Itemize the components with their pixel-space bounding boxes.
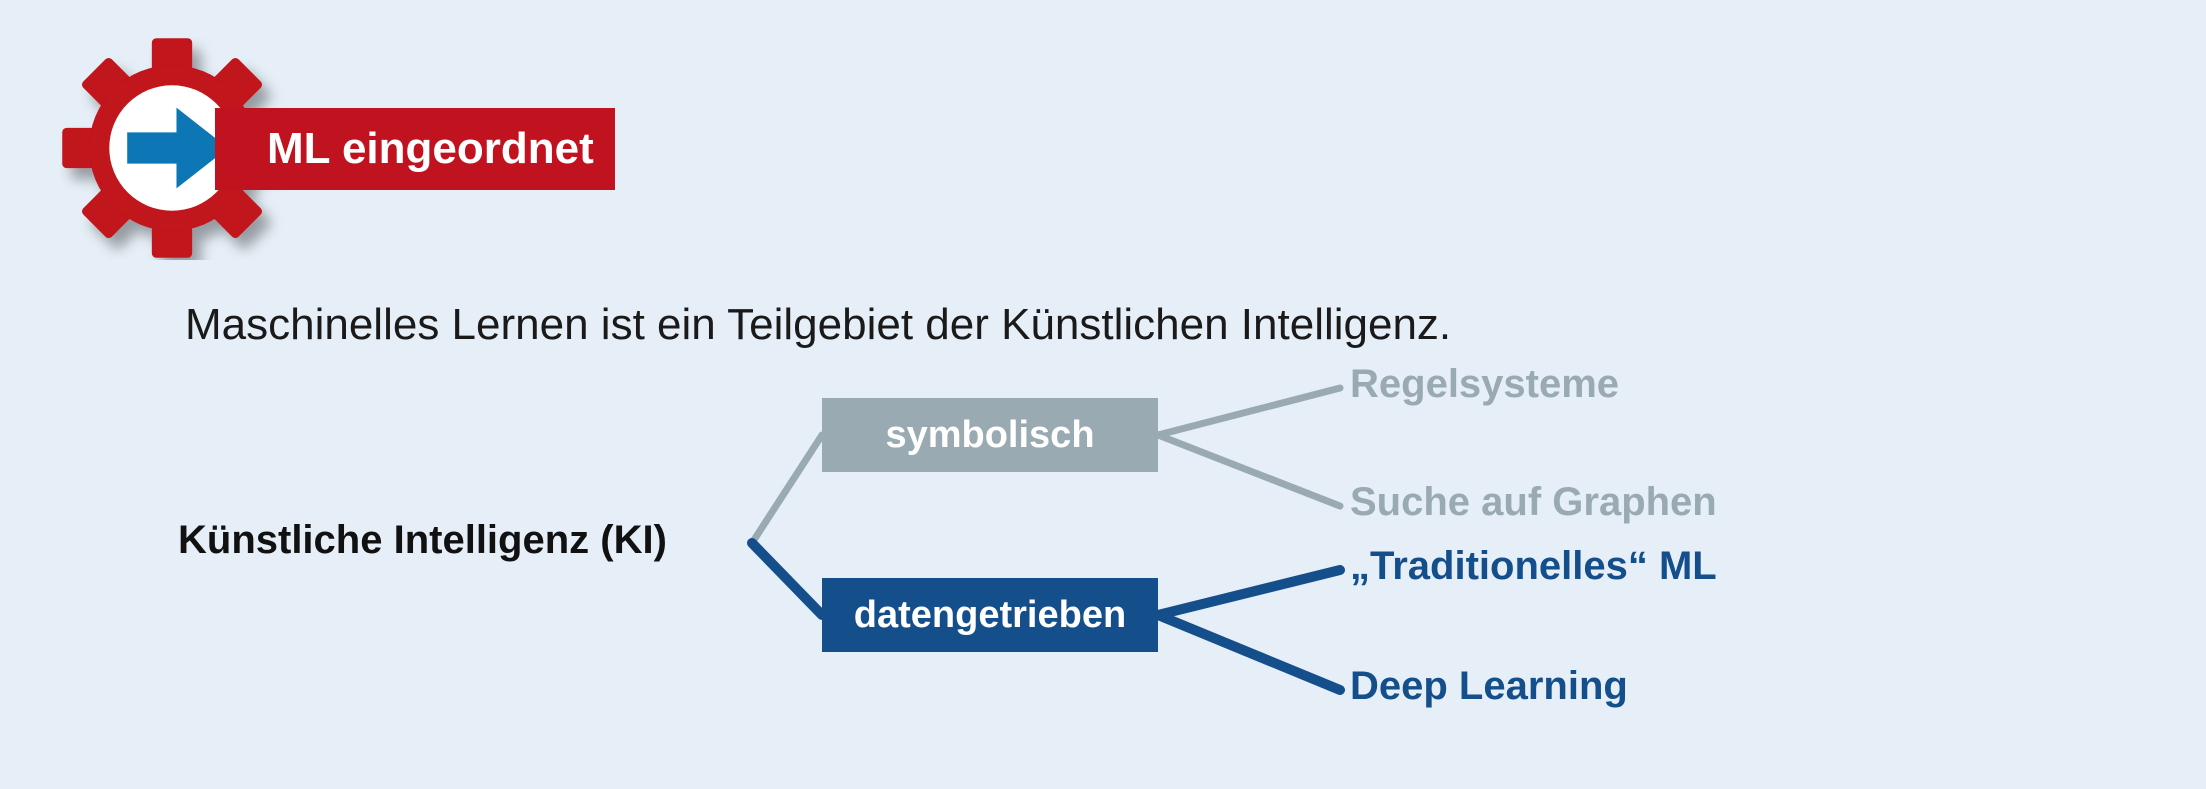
tree-branch-symbolic: symbolisch bbox=[822, 398, 1158, 472]
tree-root-label: Künstliche Intelligenz (KI) bbox=[178, 518, 667, 563]
edge-symbolic-leaf-0 bbox=[1158, 388, 1340, 435]
tree-leaf-data-driven-1: Deep Learning bbox=[1350, 664, 1628, 709]
section-subtitle: Maschinelles Lernen ist ein Teilgebiet d… bbox=[185, 300, 1451, 350]
edge-root-to-data-driven bbox=[752, 543, 822, 615]
edge-symbolic-leaf-1 bbox=[1158, 435, 1340, 506]
edge-data-driven-leaf-0 bbox=[1158, 570, 1340, 615]
tree-leaf-symbolic-0: Regelsysteme bbox=[1350, 362, 1619, 407]
section-title-badge: ML eingeordnet bbox=[215, 108, 615, 190]
diagram-canvas: ML eingeordnet Maschinelles Lernen ist ei… bbox=[0, 0, 2206, 789]
edge-data-driven-leaf-1 bbox=[1158, 615, 1340, 690]
edge-root-to-symbolic bbox=[752, 435, 822, 543]
tree-leaf-symbolic-1: Suche auf Graphen bbox=[1350, 480, 1717, 525]
tree-leaf-data-driven-0: „Traditionelles“ ML bbox=[1350, 544, 1717, 589]
tree-branch-data-driven: datengetrieben bbox=[822, 578, 1158, 652]
